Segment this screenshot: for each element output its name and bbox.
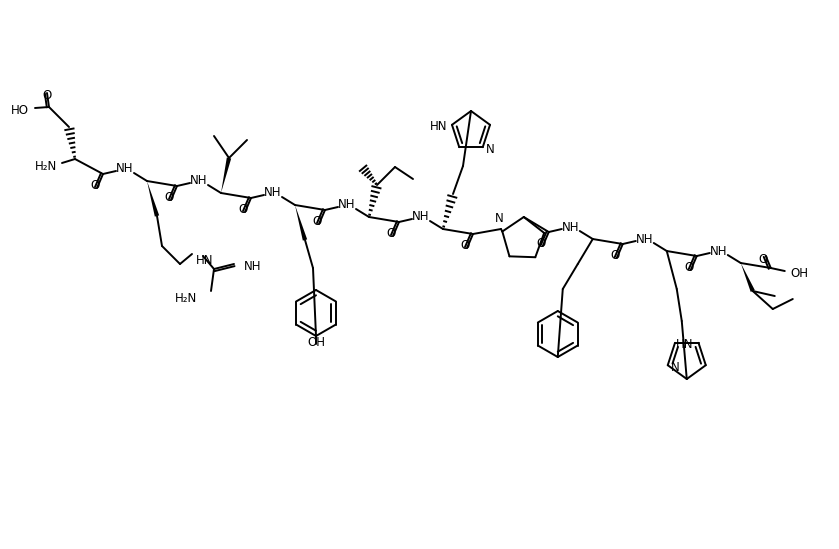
Text: O: O	[684, 261, 693, 274]
Polygon shape	[741, 263, 755, 292]
Text: O: O	[164, 191, 174, 204]
Text: NH: NH	[264, 187, 282, 199]
Text: NH: NH	[710, 244, 727, 257]
Text: O: O	[91, 179, 100, 192]
Text: H₂N: H₂N	[175, 293, 197, 305]
Polygon shape	[295, 205, 307, 240]
Text: HN: HN	[196, 254, 213, 266]
Text: H₂N: H₂N	[34, 160, 57, 172]
Text: O: O	[43, 89, 52, 102]
Text: O: O	[758, 253, 768, 266]
Text: N: N	[486, 143, 494, 156]
Text: O: O	[610, 249, 619, 262]
Text: N: N	[495, 212, 503, 226]
Text: O: O	[238, 203, 248, 216]
Text: O: O	[387, 227, 396, 240]
Text: O: O	[536, 237, 545, 250]
Polygon shape	[221, 158, 232, 193]
Text: HO: HO	[11, 104, 29, 116]
Text: OH: OH	[791, 266, 809, 279]
Text: NH: NH	[338, 199, 356, 211]
Text: N: N	[670, 361, 680, 374]
Text: O: O	[461, 239, 470, 252]
Text: NH: NH	[636, 233, 654, 245]
Text: NH: NH	[412, 210, 430, 223]
Text: NH: NH	[117, 163, 133, 176]
Text: HN: HN	[430, 120, 447, 133]
Text: HN: HN	[676, 338, 694, 351]
Text: NH: NH	[190, 175, 208, 188]
Text: NH: NH	[244, 260, 262, 273]
Text: NH: NH	[562, 221, 580, 233]
Polygon shape	[147, 181, 159, 217]
Text: O: O	[312, 215, 321, 228]
Text: OH: OH	[307, 336, 325, 349]
